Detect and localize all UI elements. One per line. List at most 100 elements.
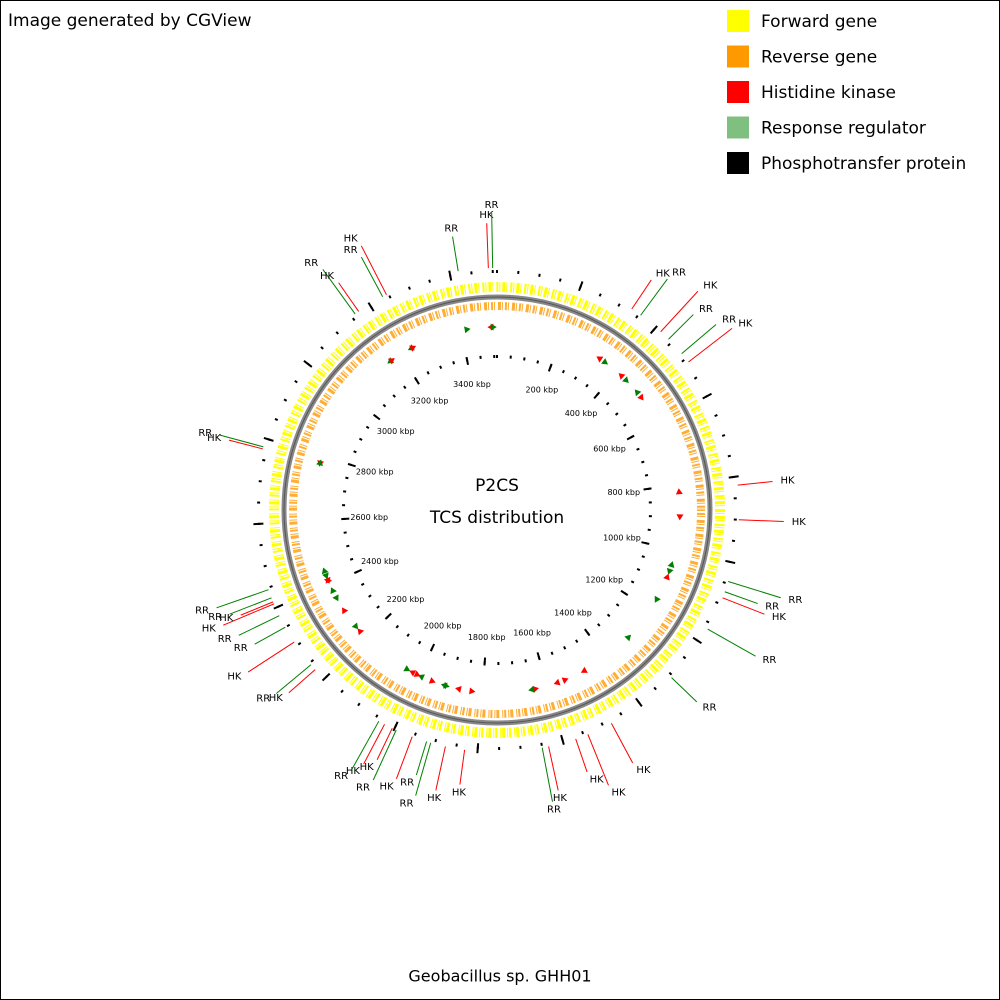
feature-label: RR	[234, 643, 248, 654]
tick-label: 600 kbp	[593, 444, 626, 453]
major-tick	[384, 612, 392, 620]
feature-marker	[342, 607, 349, 615]
tick-label: 1400 kbp	[554, 609, 592, 618]
feature-marker	[316, 459, 323, 467]
outer-minor-tick	[262, 458, 266, 462]
minor-tick	[523, 357, 526, 361]
feature-label: HK	[219, 613, 234, 624]
feature-line	[668, 314, 694, 340]
feature-line	[722, 597, 765, 615]
feature-line	[575, 738, 588, 773]
feature-marker	[622, 376, 629, 384]
feature-line	[707, 628, 756, 657]
feature-marker	[403, 665, 411, 672]
tick-label: 2000 kbp	[424, 621, 462, 630]
outer-minor-tick	[269, 585, 273, 588]
major-tick	[641, 541, 650, 545]
feature-marker	[601, 358, 609, 365]
feature-line	[415, 741, 428, 776]
feature-label: RR	[722, 314, 736, 325]
feature-marker	[321, 567, 329, 575]
outer-minor-tick	[286, 623, 291, 628]
outer-minor-tick	[558, 278, 562, 282]
outer-minor-tick	[413, 732, 417, 736]
feature-label: HK	[207, 433, 222, 444]
outer-major-tick	[560, 734, 565, 745]
outer-minor-tick	[335, 331, 340, 335]
minor-tick	[605, 401, 610, 406]
outer-major-tick	[578, 281, 584, 292]
feature-line	[541, 747, 553, 802]
center-title: P2CS	[475, 476, 519, 496]
legend-label: Reverse gene	[761, 48, 877, 68]
minor-tick	[365, 425, 370, 430]
feature-line	[587, 734, 609, 786]
minor-tick	[345, 476, 349, 480]
map-layer: 200 kbp 400 kbp 600 kbp 800 kbp 1000 kbp 1200…	[195, 200, 806, 816]
outer-minor-tick	[693, 376, 698, 380]
outer-minor-tick	[722, 581, 726, 584]
legend-label: Histidine kinase	[761, 83, 896, 103]
outer-minor-tick	[681, 359, 685, 363]
outer-major-tick	[273, 603, 284, 610]
feature-label: RR	[334, 771, 348, 782]
minor-tick	[353, 450, 357, 454]
minor-tick	[443, 652, 446, 656]
feature-line	[631, 279, 652, 310]
center-subtitle: TCS distribution	[429, 508, 564, 528]
feature-label: RR	[788, 595, 802, 606]
feature-line	[322, 269, 356, 315]
feature-label: HK	[738, 319, 753, 330]
outer-minor-tick	[715, 600, 719, 605]
feature-marker	[654, 595, 661, 603]
forward-ring	[269, 282, 725, 738]
minor-tick	[346, 544, 350, 548]
tick-label: 1800 kbp	[468, 633, 506, 642]
feature-line	[338, 282, 360, 312]
major-tick	[584, 628, 591, 637]
feature-label: RR	[304, 258, 318, 269]
tick-label: 1000 kbp	[603, 533, 641, 542]
feature-line	[688, 328, 733, 363]
feature-marker	[409, 345, 417, 352]
feature-marker	[561, 677, 569, 684]
feature-marker	[455, 686, 462, 693]
tick-label: 2200 kbp	[387, 595, 425, 604]
minor-tick	[641, 460, 645, 464]
outer-minor-tick	[283, 398, 288, 402]
feature-line	[363, 724, 385, 765]
feature-line	[435, 746, 446, 791]
feature-label: RR	[765, 601, 779, 612]
minor-tick	[536, 360, 540, 364]
feature-marker	[332, 594, 339, 602]
major-tick	[626, 434, 635, 441]
feature-label: RR	[672, 268, 686, 279]
tick-label: 3400 kbp	[453, 380, 491, 389]
outer-minor-tick	[538, 273, 541, 277]
feature-line	[452, 236, 459, 272]
outer-major-tick	[392, 721, 399, 732]
feature-marker	[351, 622, 359, 630]
outer-major-tick	[448, 270, 453, 281]
feature-marker	[428, 677, 436, 684]
major-tick	[547, 363, 553, 372]
feature-label: HK	[703, 280, 718, 291]
feature-label: HK	[360, 762, 375, 773]
minor-tick	[360, 582, 365, 586]
outer-major-tick	[728, 475, 739, 479]
outer-major-tick	[263, 436, 274, 442]
minor-tick	[636, 447, 640, 451]
outer-minor-tick	[434, 738, 438, 743]
outer-minor-tick	[263, 564, 267, 568]
minor-tick	[368, 594, 372, 598]
major-tick	[483, 657, 487, 666]
feature-line	[640, 278, 668, 316]
major-tick	[353, 568, 363, 574]
major-tick	[347, 462, 356, 468]
major-tick	[429, 643, 436, 652]
minor-tick	[615, 603, 620, 607]
minor-tick	[406, 633, 410, 637]
feature-marker	[357, 628, 365, 636]
minor-tick	[606, 613, 611, 618]
outer-minor-tick	[598, 293, 602, 297]
